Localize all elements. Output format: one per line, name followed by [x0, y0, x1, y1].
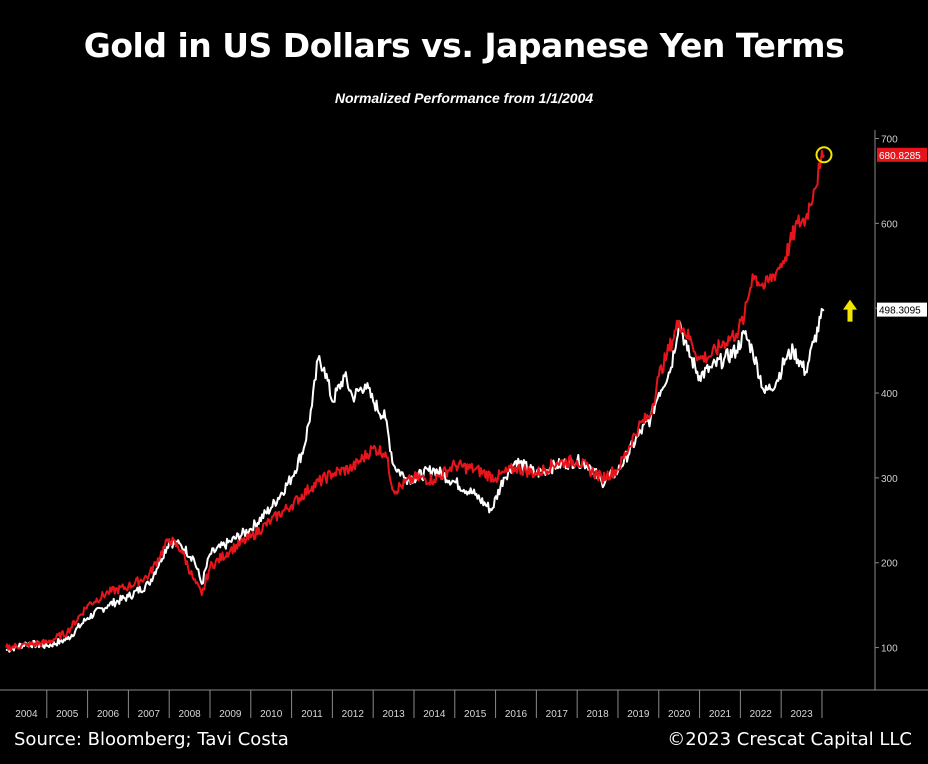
- y-tick-label: 400: [881, 389, 898, 400]
- x-tick-label: 2015: [464, 709, 487, 720]
- y-tick-label: 100: [881, 644, 898, 655]
- x-tick-label: 2010: [260, 709, 283, 720]
- x-tick-label: 2004: [15, 709, 38, 720]
- y-tick-label: 200: [881, 559, 898, 570]
- last-value-label-usd: 498.3095: [879, 306, 921, 317]
- x-axis-band: [0, 690, 928, 720]
- last-value-tag-yen: [877, 147, 927, 162]
- chart-title: Gold in US Dollars vs. Japanese Yen Term…: [83, 26, 845, 65]
- x-tick-label: 2006: [97, 709, 120, 720]
- x-tick-label: 2019: [627, 709, 650, 720]
- x-tick-label: 2014: [423, 709, 446, 720]
- axis-layer: 1002003004005006007002004200520062007200…: [0, 130, 928, 720]
- x-tick-label: 2013: [382, 709, 405, 720]
- x-tick-label: 2016: [505, 709, 528, 720]
- x-tick-label: 2008: [178, 709, 201, 720]
- series-line-yen: [5, 149, 825, 652]
- last-value-label-yen: 680.8285: [879, 151, 921, 162]
- series-line-usd: [5, 307, 825, 653]
- x-tick-label: 2020: [668, 709, 691, 720]
- x-tick-label: 2017: [546, 709, 569, 720]
- x-tick-label: 2005: [56, 709, 79, 720]
- last-value-tag-usd: [877, 302, 927, 317]
- x-tick-label: 2011: [301, 709, 323, 720]
- up-arrow-icon: [843, 299, 858, 322]
- y-tick-label: 600: [881, 219, 898, 230]
- x-tick-label: 2023: [790, 709, 813, 720]
- highlight-circle: [815, 146, 833, 164]
- x-tick-label: 2018: [586, 709, 609, 720]
- x-tick-label: 2022: [750, 709, 773, 720]
- copyright-note: ©2023 Crescat Capital LLC: [667, 729, 912, 750]
- x-tick-label: 2021: [709, 709, 732, 720]
- source-note: Source: Bloomberg; Tavi Costa: [14, 729, 289, 750]
- x-tick-label: 2007: [138, 709, 161, 720]
- chart-subtitle: Normalized Performance from 1/1/2004: [334, 90, 594, 106]
- x-tick-label: 2009: [219, 709, 242, 720]
- y-tick-label: 300: [881, 474, 898, 485]
- annotation-layer: [815, 146, 858, 322]
- series-layer: 680.8285 498.3095: [5, 147, 927, 653]
- x-tick-label: 2012: [342, 709, 365, 720]
- y-tick-label: 700: [881, 134, 898, 145]
